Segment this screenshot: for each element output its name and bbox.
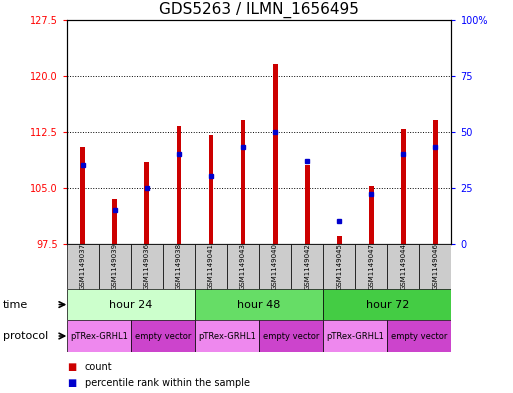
Text: GSM1149043: GSM1149043 — [240, 243, 246, 290]
Bar — [195, 289, 323, 320]
Text: GSM1149039: GSM1149039 — [112, 243, 118, 290]
Bar — [387, 244, 420, 289]
Bar — [291, 244, 323, 289]
Bar — [195, 244, 227, 289]
Text: GSM1149045: GSM1149045 — [336, 243, 342, 290]
Bar — [209, 135, 213, 244]
Bar — [337, 236, 342, 244]
Text: GSM1149044: GSM1149044 — [400, 243, 406, 290]
Bar — [420, 244, 451, 289]
Text: empty vector: empty vector — [263, 332, 319, 340]
Text: ■: ■ — [67, 378, 76, 388]
Text: GSM1149036: GSM1149036 — [144, 243, 150, 290]
Bar — [98, 244, 131, 289]
Bar — [81, 147, 85, 244]
Text: GSM1149042: GSM1149042 — [304, 243, 310, 290]
Text: GSM1149046: GSM1149046 — [432, 243, 439, 290]
Bar — [131, 244, 163, 289]
Bar — [259, 320, 323, 352]
Bar — [273, 64, 278, 244]
Bar — [112, 199, 117, 244]
Bar — [163, 244, 195, 289]
Text: GSM1149041: GSM1149041 — [208, 243, 214, 290]
Bar — [323, 244, 355, 289]
Text: pTRex-GRHL1: pTRex-GRHL1 — [326, 332, 384, 340]
Text: empty vector: empty vector — [391, 332, 447, 340]
Text: time: time — [3, 299, 28, 310]
Text: GSM1149040: GSM1149040 — [272, 243, 278, 290]
Bar — [241, 120, 245, 244]
Bar — [131, 320, 195, 352]
Text: ■: ■ — [67, 362, 76, 373]
Bar — [176, 127, 181, 244]
Text: hour 72: hour 72 — [366, 299, 409, 310]
Bar — [259, 244, 291, 289]
Bar — [387, 320, 451, 352]
Bar — [369, 186, 373, 244]
Bar — [227, 244, 259, 289]
Bar — [67, 289, 195, 320]
Bar — [67, 244, 98, 289]
Bar — [145, 162, 149, 244]
Bar — [323, 289, 451, 320]
Text: empty vector: empty vector — [135, 332, 191, 340]
Text: protocol: protocol — [3, 331, 48, 341]
Text: hour 48: hour 48 — [238, 299, 281, 310]
Text: pTRex-GRHL1: pTRex-GRHL1 — [198, 332, 256, 340]
Bar — [195, 320, 259, 352]
Bar — [433, 120, 438, 244]
Text: GSM1149038: GSM1149038 — [176, 243, 182, 290]
Text: hour 24: hour 24 — [109, 299, 152, 310]
Text: GSM1149037: GSM1149037 — [80, 243, 86, 290]
Text: GSM1149047: GSM1149047 — [368, 243, 374, 290]
Text: percentile rank within the sample: percentile rank within the sample — [85, 378, 250, 388]
Text: pTRex-GRHL1: pTRex-GRHL1 — [70, 332, 128, 340]
Bar — [305, 165, 309, 244]
Bar — [401, 129, 406, 244]
Bar — [67, 320, 131, 352]
Text: count: count — [85, 362, 112, 373]
Bar — [355, 244, 387, 289]
Bar — [323, 320, 387, 352]
Title: GDS5263 / ILMN_1656495: GDS5263 / ILMN_1656495 — [159, 2, 359, 18]
